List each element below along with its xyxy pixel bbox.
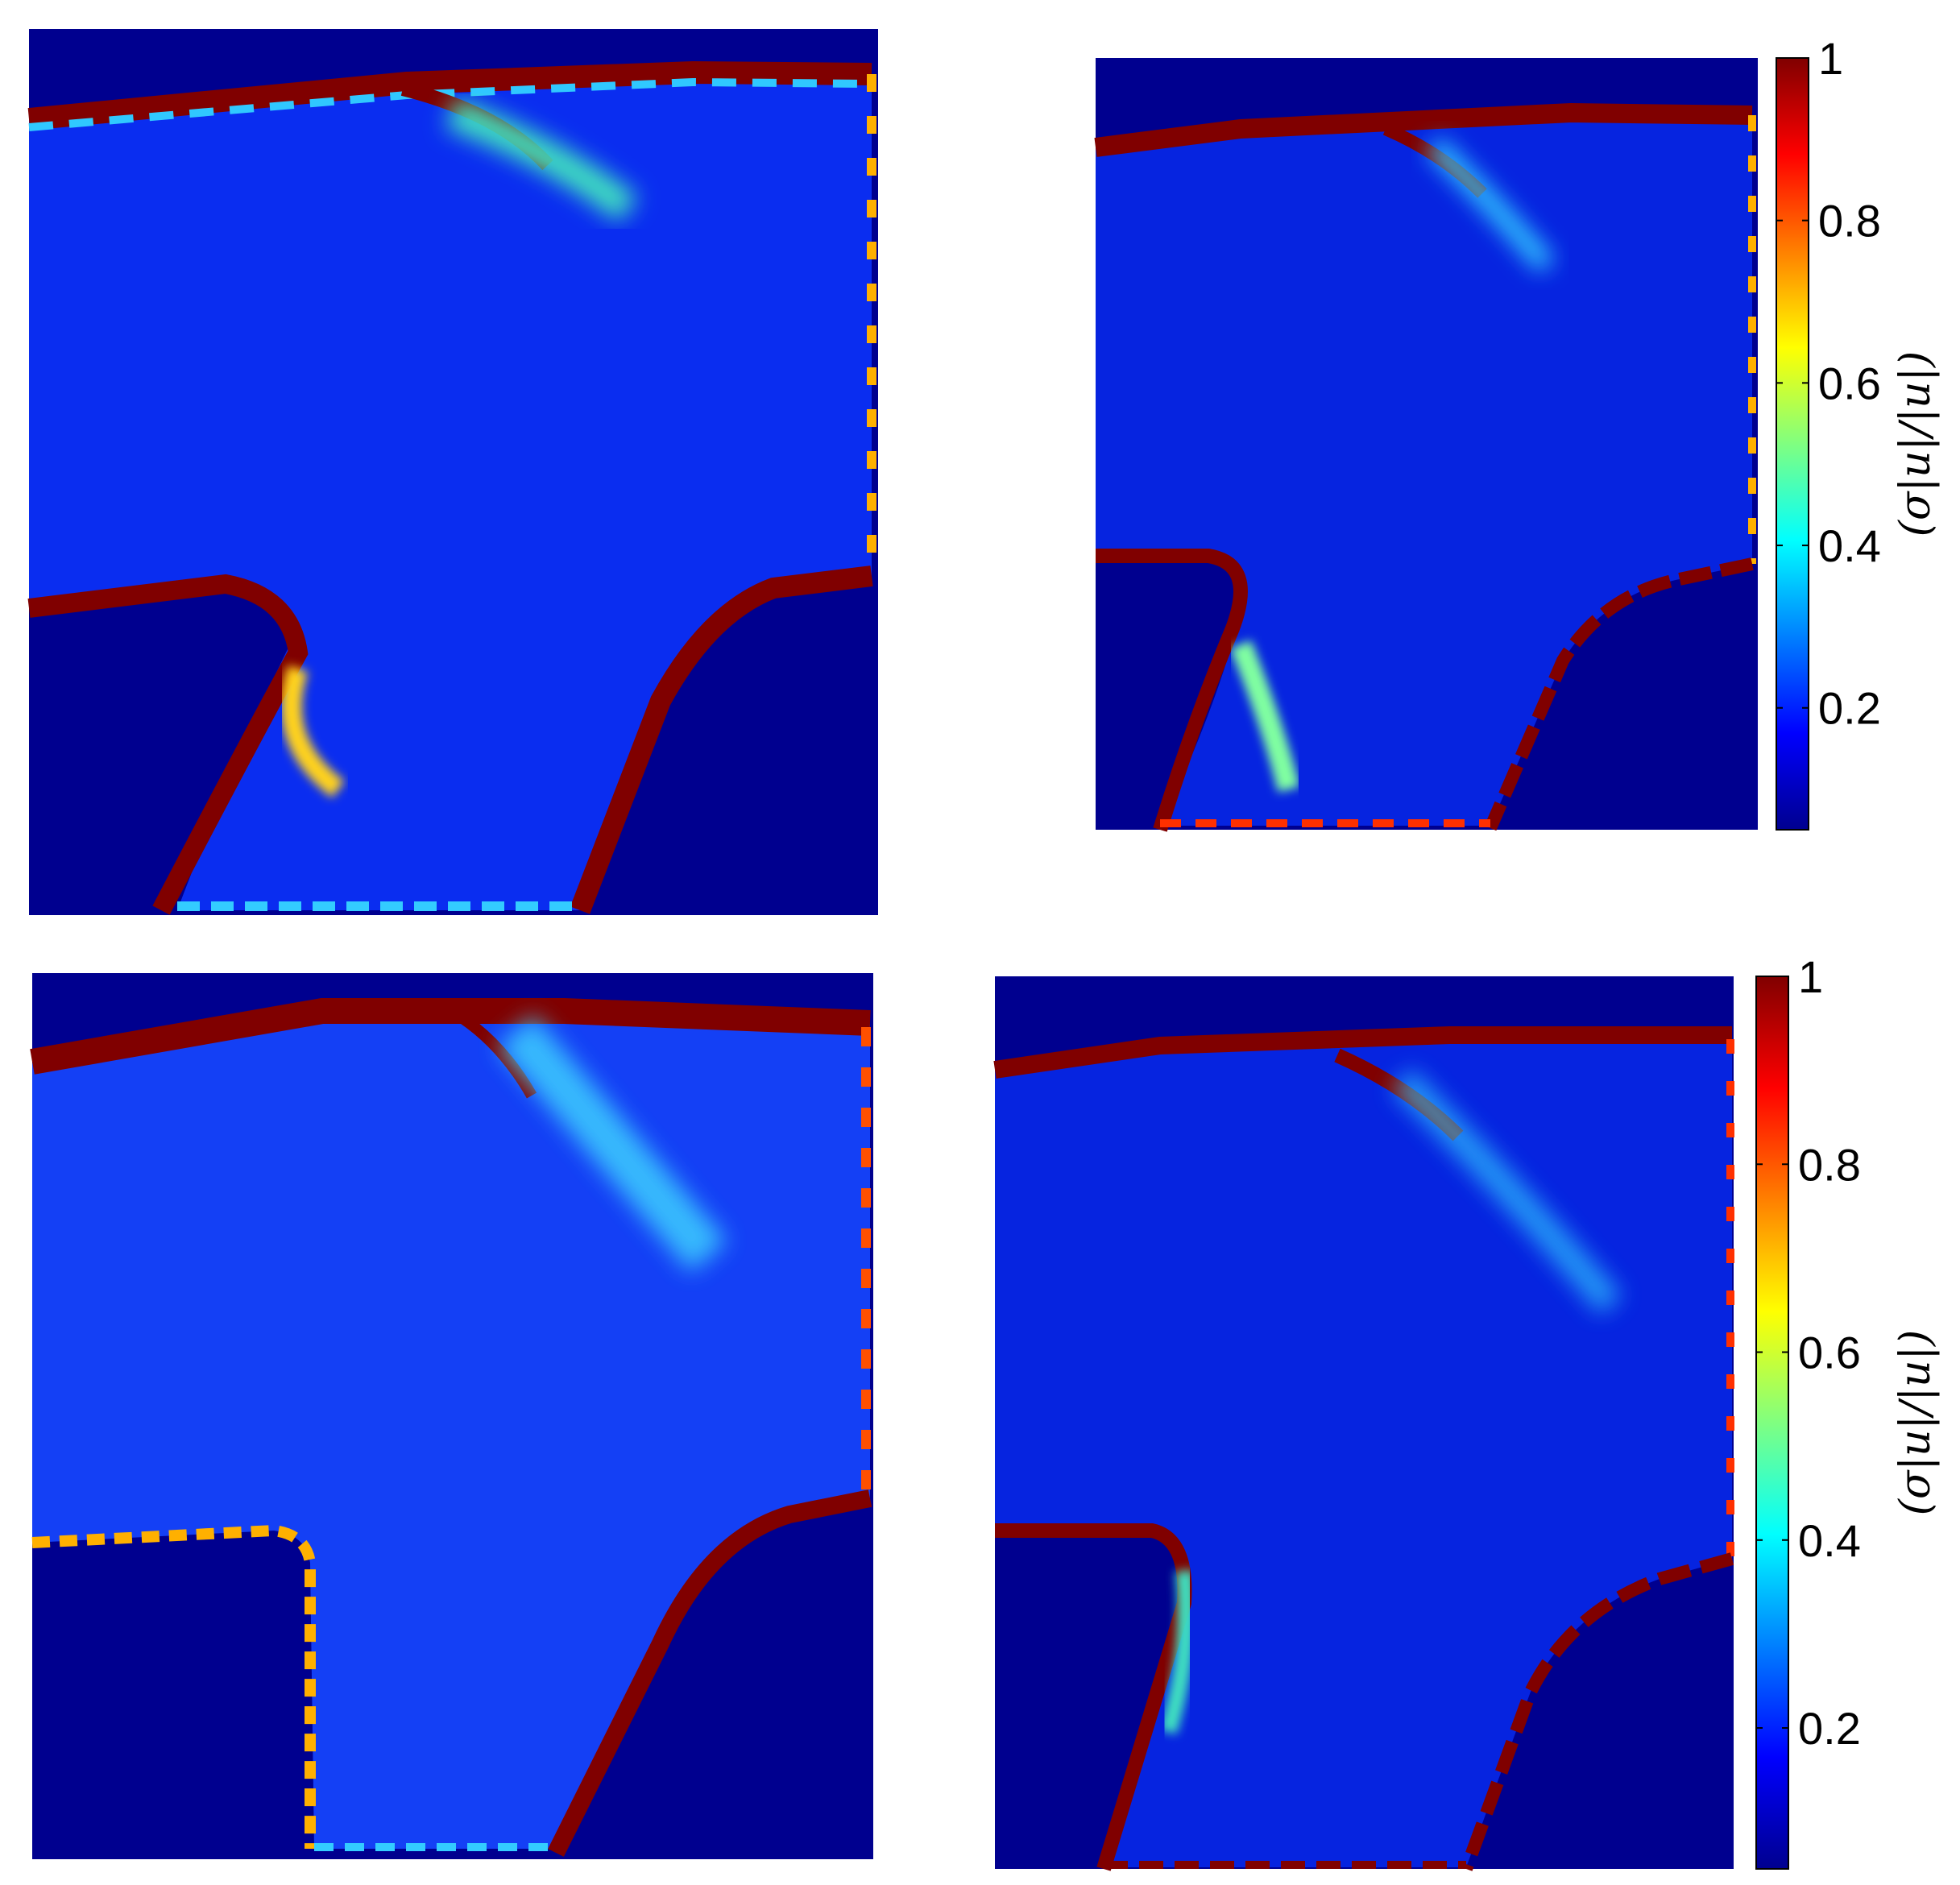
colorbar-label: (σ|u|/|u|) (1892, 351, 1940, 537)
shear-layer-glow (1426, 137, 1555, 273)
colorbar-tick-label: 1 (1798, 951, 1823, 1002)
colorbar-tick-label: 0.6 (1798, 1328, 1861, 1378)
colorbar-label: (σ|u|/|u|) (1892, 1330, 1940, 1516)
colorbar-tick-label: 1 (1818, 33, 1843, 84)
boundary-top (1094, 102, 1753, 157)
heatmap-panel-top-left (27, 29, 878, 915)
flow-domain (29, 72, 872, 910)
colorbar-tick-label: 0.4 (1798, 1515, 1861, 1566)
boundary-lower-left (1096, 549, 1248, 832)
corner-wake-glow (280, 665, 345, 798)
boundary-top (30, 998, 871, 1075)
colorbar-top: 0.2 0.4 0.6 0.8 1 (σ|u|/|u|) (1776, 33, 1940, 831)
flow-domain (1096, 113, 1752, 826)
corner-wake-glow (1159, 1569, 1195, 1735)
colorbar-gradient (1755, 976, 1789, 1870)
heatmap-panel-bottom-right (993, 976, 1734, 1871)
colorbar-tick-label: 0.8 (1798, 1139, 1861, 1190)
colorbar-tick-label: 0.6 (1818, 358, 1881, 408)
colorbar-tick-label: 0.8 (1818, 196, 1881, 246)
shear-layer-glow (1391, 1069, 1622, 1315)
boundary-lower-right (1484, 557, 1754, 831)
boundary-lower-right (548, 1489, 872, 1857)
colorbar-tick-label: 0.2 (1798, 1703, 1861, 1754)
boundary-top (27, 60, 872, 130)
colorbar-tick-label: 0.2 (1818, 683, 1881, 734)
shear-layer-glow (445, 97, 639, 222)
boundary-lower-right (1460, 1552, 1734, 1871)
heatmap-panel-top-right (1094, 58, 1758, 832)
boundary-lower-left (995, 1523, 1192, 1871)
colorbar-tick-label: 0.4 (1818, 520, 1881, 571)
corner-wake-glow (1230, 640, 1300, 793)
boundary-top (993, 1026, 1732, 1079)
shear-layer-glow (497, 1015, 727, 1273)
heatmap-panel-bottom-left (30, 973, 873, 1859)
colorbar-bottom: 0.2 0.4 0.6 0.8 1 (σ|u|/|u|) (1755, 951, 1940, 1870)
shear-layer (448, 1005, 537, 1099)
boundary-lower-right (570, 566, 873, 914)
colorbar-gradient (1776, 57, 1809, 831)
